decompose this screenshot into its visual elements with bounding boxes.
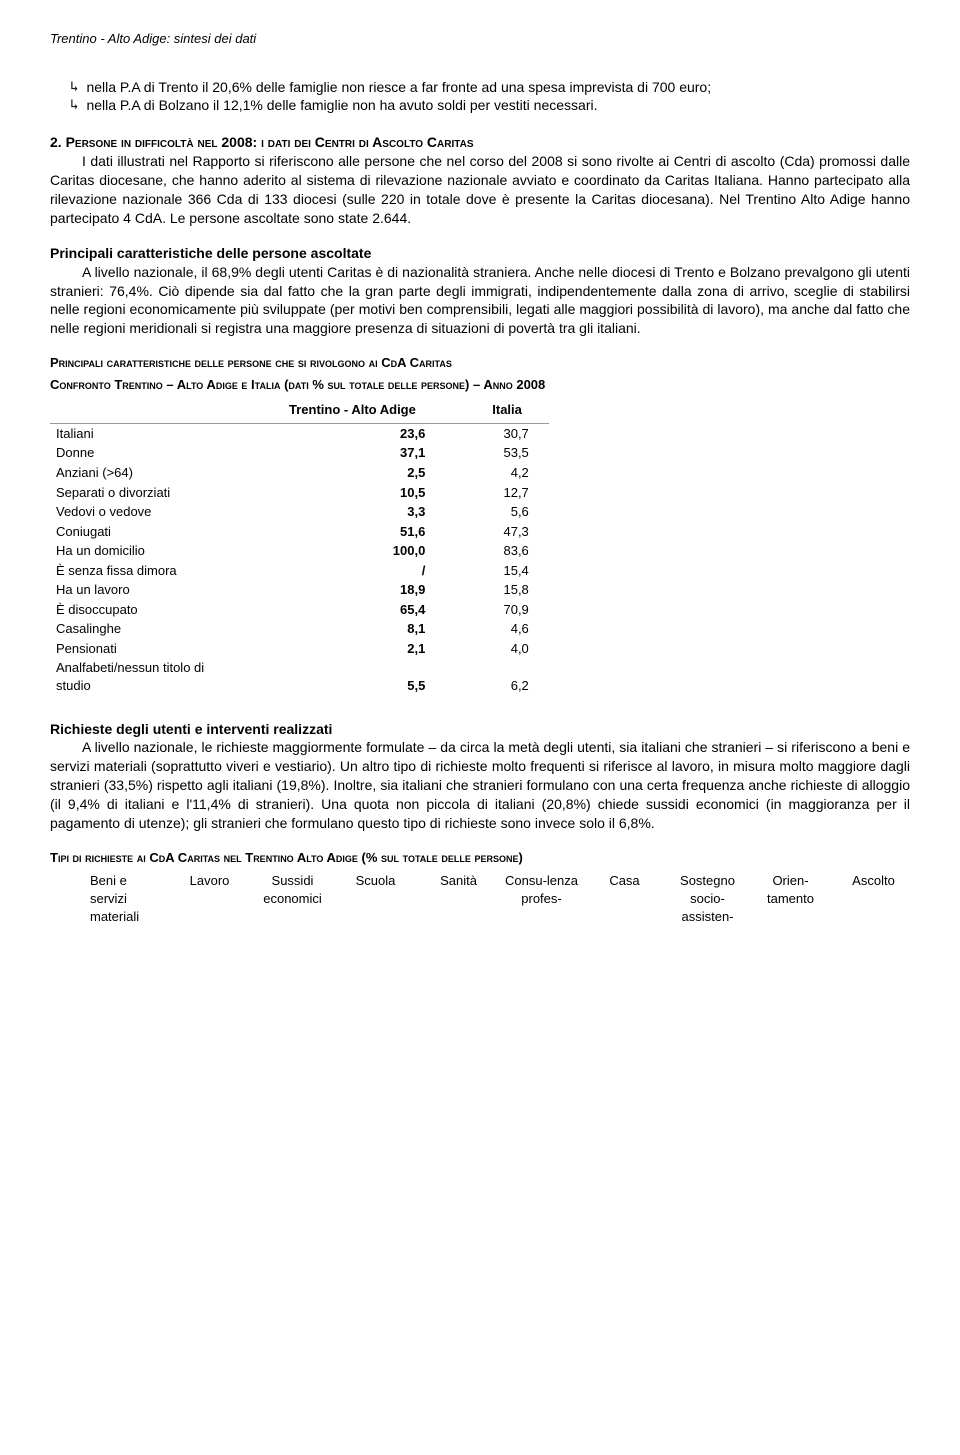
table2-header-cell: Scuola — [339, 872, 412, 925]
row-label: Casalinghe — [50, 619, 240, 639]
row-value-italia: 4,2 — [465, 463, 548, 483]
row-label: Ha un domicilio — [50, 541, 240, 561]
row-value-region: 10,5 — [240, 483, 466, 503]
section-body: I dati illustrati nel Rapporto si riferi… — [50, 152, 910, 228]
section-3: Principali caratteristiche delle persone… — [50, 244, 910, 338]
row-value-region: 18,9 — [240, 580, 466, 600]
table-row: Separati o divorziati10,512,7 — [50, 483, 549, 503]
table-row: Pensionati2,14,0 — [50, 639, 549, 659]
row-value-italia: 5,6 — [465, 502, 548, 522]
subsection-body: A livello nazionale, le richieste maggio… — [50, 738, 910, 832]
table2-header-cell: Casa — [588, 872, 661, 925]
row-value-region: 51,6 — [240, 522, 466, 542]
row-value-region: 5,5 — [240, 658, 466, 695]
row-value-italia: 15,4 — [465, 561, 548, 581]
row-label: Ha un lavoro — [50, 580, 240, 600]
table-row: Coniugati51,647,3 — [50, 522, 549, 542]
row-value-italia: 12,7 — [465, 483, 548, 503]
table-row: Italiani23,630,7 — [50, 423, 549, 443]
row-value-italia: 83,6 — [465, 541, 548, 561]
table-row: Casalinghe8,14,6 — [50, 619, 549, 639]
row-value-region: 100,0 — [240, 541, 466, 561]
table-row: È disoccupato65,470,9 — [50, 600, 549, 620]
table2-header-row: Beni e servizi materialiLavoroSussidi ec… — [50, 872, 910, 925]
row-value-region: 37,1 — [240, 443, 466, 463]
row-value-region: 23,6 — [240, 423, 466, 443]
row-label: Separati o divorziati — [50, 483, 240, 503]
table2-header-cell: Orien-tamento — [754, 872, 827, 925]
table-header-blank — [50, 397, 240, 423]
row-label: Coniugati — [50, 522, 240, 542]
table2-header-cell: Consu-lenza profes- — [505, 872, 578, 925]
row-value-italia: 53,5 — [465, 443, 548, 463]
section-4: Richieste degli utenti e interventi real… — [50, 720, 910, 833]
row-value-region: 2,1 — [240, 639, 466, 659]
row-label: Italiani — [50, 423, 240, 443]
page-header: Trentino - Alto Adige: sintesi dei dati — [50, 30, 910, 48]
table-row: Anziani (>64)2,54,2 — [50, 463, 549, 483]
row-value-italia: 4,6 — [465, 619, 548, 639]
row-value-region: 2,5 — [240, 463, 466, 483]
row-value-region: 65,4 — [240, 600, 466, 620]
bullet-list: ↳ nella P.A di Trento il 20,6% delle fam… — [70, 78, 910, 116]
table-row: È senza fissa dimora/15,4 — [50, 561, 549, 581]
row-label: Analfabeti/nessun titolo di studio — [50, 658, 240, 695]
row-value-italia: 47,3 — [465, 522, 548, 542]
row-value-italia: 15,8 — [465, 580, 548, 600]
bullet-item: ↳ nella P.A di Bolzano il 12,1% delle fa… — [70, 96, 910, 115]
section-2: 2. Persone in difficoltà nel 2008: i dat… — [50, 133, 910, 227]
row-label: Pensionati — [50, 639, 240, 659]
subsection-body: A livello nazionale, il 68,9% degli uten… — [50, 263, 910, 339]
row-value-region: / — [240, 561, 466, 581]
row-value-italia: 4,0 — [465, 639, 548, 659]
table2-header-cell: Beni e servizi materiali — [90, 872, 163, 925]
table-caption-line2: Confronto Trentino – Alto Adige e Italia… — [50, 376, 910, 394]
table-row: Analfabeti/nessun titolo di studio5,56,2 — [50, 658, 549, 695]
table2-header-cell: Sussidi economici — [256, 872, 329, 925]
table-row: Ha un lavoro18,915,8 — [50, 580, 549, 600]
table2-header-cell: Ascolto — [837, 872, 910, 925]
arrow-icon: ↳ — [70, 96, 78, 115]
table2-caption: Tipi di richieste ai CdA Caritas nel Tre… — [50, 849, 910, 867]
bullet-text: nella P.A di Bolzano il 12,1% delle fami… — [86, 96, 910, 115]
characteristics-table: Trentino - Alto Adige Italia Italiani23,… — [50, 397, 549, 695]
table-header-region: Trentino - Alto Adige — [240, 397, 466, 423]
section-heading: Persone in difficoltà nel 2008: i dati d… — [66, 134, 474, 150]
table-caption-line1: Principali caratteristiche delle persone… — [50, 354, 910, 372]
row-value-italia: 70,9 — [465, 600, 548, 620]
table2-header-cell: Lavoro — [173, 872, 246, 925]
table2-header-cell: Sanità — [422, 872, 495, 925]
row-value-italia: 30,7 — [465, 423, 548, 443]
row-label: È disoccupato — [50, 600, 240, 620]
row-label: Vedovi o vedove — [50, 502, 240, 522]
row-label: È senza fissa dimora — [50, 561, 240, 581]
table-row: Vedovi o vedove3,35,6 — [50, 502, 549, 522]
bullet-text: nella P.A di Trento il 20,6% delle famig… — [86, 78, 910, 97]
subsection-heading: Richieste degli utenti e interventi real… — [50, 720, 910, 739]
row-value-region: 3,3 — [240, 502, 466, 522]
row-label: Anziani (>64) — [50, 463, 240, 483]
table-header-italia: Italia — [465, 397, 548, 423]
row-label: Donne — [50, 443, 240, 463]
table2-header-cell: Sostegno socio-assisten- — [671, 872, 744, 925]
section-number: 2. — [50, 134, 66, 150]
subsection-heading: Principali caratteristiche delle persone… — [50, 244, 910, 263]
arrow-icon: ↳ — [70, 78, 78, 97]
row-value-region: 8,1 — [240, 619, 466, 639]
table-row: Ha un domicilio100,083,6 — [50, 541, 549, 561]
bullet-item: ↳ nella P.A di Trento il 20,6% delle fam… — [70, 78, 910, 97]
row-value-italia: 6,2 — [465, 658, 548, 695]
table-row: Donne37,153,5 — [50, 443, 549, 463]
